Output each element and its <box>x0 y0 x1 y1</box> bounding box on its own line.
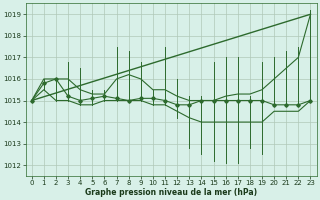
X-axis label: Graphe pression niveau de la mer (hPa): Graphe pression niveau de la mer (hPa) <box>85 188 257 197</box>
